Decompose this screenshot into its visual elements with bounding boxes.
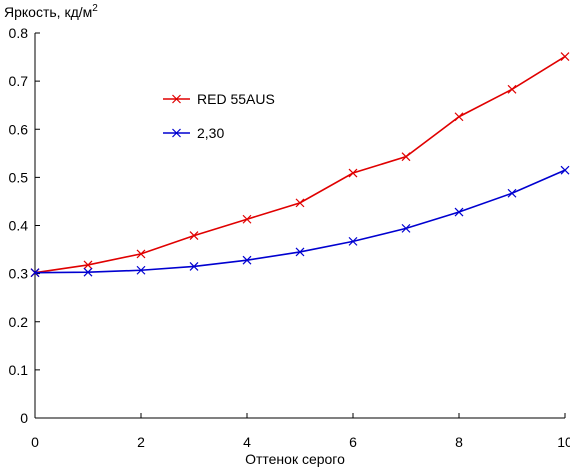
series-layer xyxy=(30,52,570,278)
series-0 xyxy=(30,52,570,278)
marker-stroke xyxy=(136,265,146,275)
marker-stroke xyxy=(454,112,464,122)
x-tick-label: 8 xyxy=(455,434,463,450)
axes xyxy=(34,33,565,419)
marker-stroke xyxy=(507,188,517,198)
legend-marker xyxy=(172,128,181,138)
data-point xyxy=(454,112,464,122)
data-point xyxy=(507,84,517,94)
x-axis-title: Оттенок серого xyxy=(245,451,345,467)
legend: RED 55AUS 2,30 xyxy=(163,91,275,141)
marker-stroke xyxy=(401,223,411,233)
marker-stroke xyxy=(454,207,464,217)
series-1 xyxy=(30,165,570,278)
marker-stroke xyxy=(189,261,199,271)
x-tick-label: 10 xyxy=(557,434,570,450)
data-point xyxy=(189,261,199,271)
marker-stroke xyxy=(242,214,252,224)
x-tick-label: 2 xyxy=(137,434,145,450)
data-point xyxy=(507,188,517,198)
data-point xyxy=(136,249,146,259)
marker-stroke xyxy=(348,236,358,246)
data-point xyxy=(348,168,358,178)
marker-stroke xyxy=(560,52,570,62)
marker-stroke xyxy=(507,84,517,94)
series-line xyxy=(34,169,566,274)
y-tick-label: 0.3 xyxy=(9,266,29,282)
series-line xyxy=(34,55,566,274)
x-tick-label: 4 xyxy=(243,434,251,450)
y-tick-label: 0.6 xyxy=(9,121,29,137)
marker-stroke xyxy=(295,198,305,208)
data-point xyxy=(295,198,305,208)
x-tick-label: 0 xyxy=(31,434,39,450)
data-point xyxy=(295,247,305,257)
data-point xyxy=(560,165,570,175)
legend-label: RED 55AUS xyxy=(197,91,275,107)
marker-stroke xyxy=(560,165,570,175)
y-tick-label: 0.7 xyxy=(9,73,29,89)
marker-stroke xyxy=(30,268,40,278)
data-point xyxy=(242,255,252,265)
data-point xyxy=(401,223,411,233)
data-point xyxy=(83,267,93,277)
data-point xyxy=(242,214,252,224)
marker-stroke xyxy=(401,152,411,162)
y-tick-label: 0 xyxy=(20,410,28,426)
marker-stroke xyxy=(348,168,358,178)
data-point xyxy=(560,52,570,62)
data-point xyxy=(189,231,199,241)
legend-marker xyxy=(172,94,181,104)
y-tick-label: 0.8 xyxy=(9,25,29,41)
data-point xyxy=(136,265,146,275)
y-tick-label: 0.5 xyxy=(9,169,29,185)
legend-entry: RED 55AUS xyxy=(163,91,275,107)
marker-stroke xyxy=(83,267,93,277)
x-tick-label: 6 xyxy=(349,434,357,450)
marker-stroke xyxy=(83,260,93,270)
legend-entry: 2,30 xyxy=(163,125,224,141)
legend-label: 2,30 xyxy=(197,125,224,141)
data-point xyxy=(30,268,40,278)
data-point xyxy=(401,152,411,162)
y-tick-label: 0.1 xyxy=(9,362,29,378)
marker-stroke xyxy=(295,247,305,257)
marker-stroke xyxy=(242,255,252,265)
marker-stroke xyxy=(136,249,146,259)
marker-stroke xyxy=(189,231,199,241)
ticks: 0 0.1 0.2 0.3 0.4 0.5 0.6 0.7 0.8 0 2 4 6 8 10 xyxy=(9,25,570,450)
y-axis-title: Яркость, кд/м2 xyxy=(4,3,98,20)
y-tick-label: 0.2 xyxy=(9,314,29,330)
data-point xyxy=(454,207,464,217)
y-tick-label: 0.4 xyxy=(9,218,29,234)
data-point xyxy=(83,260,93,270)
data-point xyxy=(348,236,358,246)
